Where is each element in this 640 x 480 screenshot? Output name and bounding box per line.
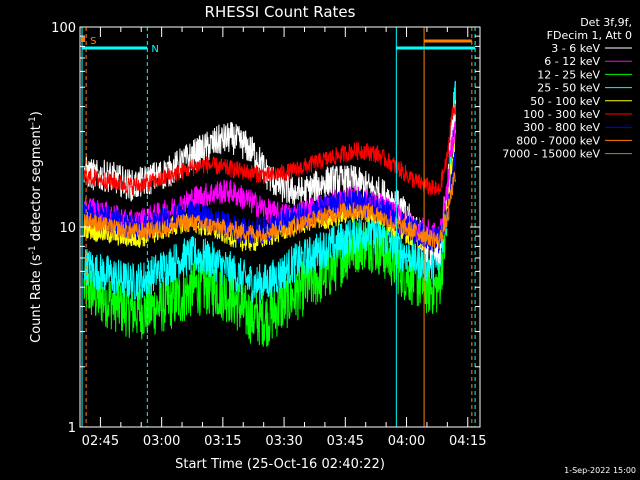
legend-label-7: 800 - 7000 keV: [516, 134, 600, 147]
bar-s-marker: [81, 37, 86, 42]
chart-title: RHESSI Count Rates: [205, 3, 356, 21]
legend-label-1: 6 - 12 keV: [544, 55, 600, 68]
legend-label-3: 25 - 50 keV: [537, 82, 600, 95]
plot-lines: [83, 80, 456, 347]
series-line-5: [83, 103, 456, 196]
footer-date: 1-Sep-2022 15:00: [564, 466, 636, 475]
x-axis-label: Start Time (25-Oct-16 02:40:22): [175, 457, 385, 472]
x-tick-label: 04:15: [449, 434, 486, 449]
x-tick-label: 03:15: [204, 434, 241, 449]
legend-header-line-2: FDecim 1, Att 0: [547, 29, 632, 42]
legend-label-2: 12 - 25 keV: [537, 68, 600, 81]
series-line-2: [83, 80, 456, 347]
y-tick-label: 100: [51, 21, 76, 36]
axes: 02:45 03:00 03:15 03:30 03:45 04:00 04:15 1 10 10…: [51, 21, 486, 449]
x-tick-label: 03:30: [265, 434, 302, 449]
plot-bars: NS: [81, 36, 476, 55]
x-tick-label: 03:00: [143, 434, 180, 449]
y-axis-label: Count Rate (s-1 detector segment-1): [28, 111, 44, 343]
legend-label-6: 300 - 800 keV: [523, 121, 600, 134]
legend-label-0: 3 - 6 keV: [551, 42, 600, 55]
x-tick-label: 02:45: [82, 434, 119, 449]
bar-label-s: S: [90, 36, 96, 47]
x-tick-label: 04:00: [388, 434, 425, 449]
legend-label-5: 100 - 300 keV: [523, 108, 600, 121]
legend-label-4: 50 - 100 keV: [530, 95, 600, 108]
y-tick-label: 1: [68, 421, 76, 436]
legend-header-line-1: Det 3f,9f,: [580, 16, 632, 29]
x-tick-label: 03:45: [327, 434, 364, 449]
legend-label-8: 7000 - 15000 keV: [502, 148, 600, 161]
series-line-7: [83, 171, 456, 249]
bar-label-n: N: [151, 44, 158, 55]
y-tick-label: 10: [59, 221, 76, 236]
